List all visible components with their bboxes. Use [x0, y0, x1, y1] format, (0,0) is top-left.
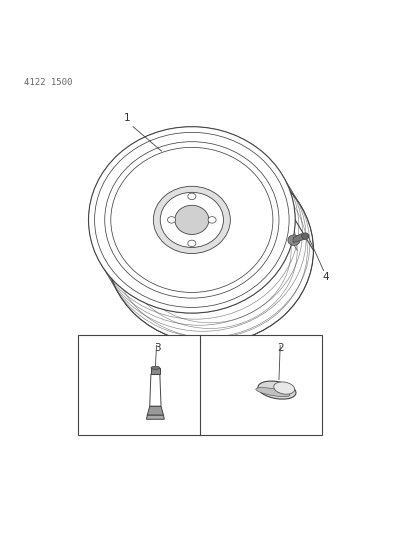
Ellipse shape [153, 186, 231, 254]
Ellipse shape [302, 233, 309, 239]
Ellipse shape [168, 216, 175, 223]
Ellipse shape [160, 192, 224, 247]
Text: 4: 4 [322, 272, 329, 281]
Polygon shape [293, 233, 305, 243]
Text: 2: 2 [278, 343, 284, 353]
Ellipse shape [256, 387, 290, 397]
Ellipse shape [175, 205, 209, 235]
Ellipse shape [258, 381, 296, 399]
Ellipse shape [274, 382, 295, 394]
Ellipse shape [188, 240, 196, 247]
Ellipse shape [89, 127, 295, 313]
Polygon shape [151, 368, 160, 374]
Text: 3: 3 [154, 343, 161, 353]
Ellipse shape [208, 216, 216, 223]
Polygon shape [146, 415, 164, 419]
Text: 4122 1500: 4122 1500 [24, 78, 72, 87]
Polygon shape [150, 374, 161, 406]
Ellipse shape [151, 366, 160, 369]
Bar [78, 335, 322, 435]
Text: 1: 1 [124, 112, 130, 123]
Polygon shape [147, 406, 164, 415]
Ellipse shape [188, 193, 196, 200]
Ellipse shape [288, 235, 300, 245]
